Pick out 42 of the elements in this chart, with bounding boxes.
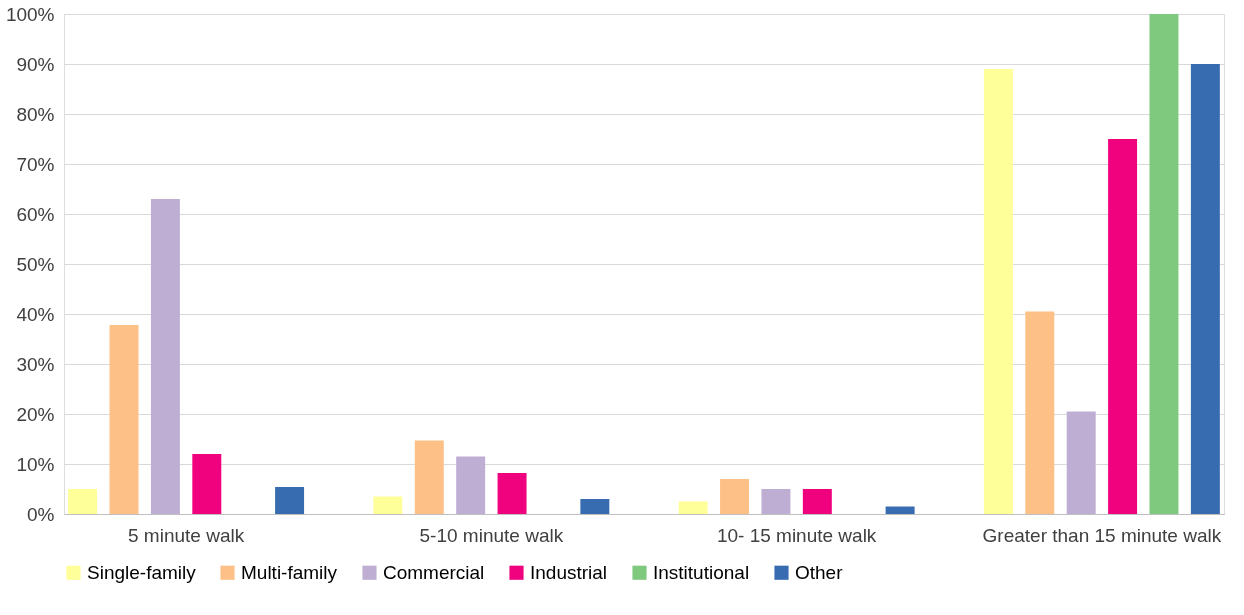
bar (150, 199, 180, 514)
legend-label: Institutional (653, 561, 750, 583)
legend-label: Other (795, 561, 844, 583)
legend-label: Industrial (530, 561, 608, 583)
y-tick-label: 100% (5, 3, 55, 25)
bar (109, 325, 139, 514)
bar (678, 501, 708, 514)
y-tick-label: 10% (16, 453, 55, 475)
bar (192, 454, 222, 514)
bar (580, 499, 610, 514)
bar (456, 456, 486, 514)
bar (68, 489, 98, 514)
y-tick-label: 70% (16, 153, 55, 175)
bar (373, 496, 403, 514)
bar (1149, 14, 1179, 514)
bar (1066, 411, 1096, 514)
x-tick-label: 10- 15 minute walk (716, 524, 877, 546)
bar (720, 479, 750, 514)
legend-label: Commercial (383, 561, 485, 583)
y-tick-label: 80% (16, 103, 55, 125)
bar (761, 489, 791, 514)
bar (275, 487, 305, 514)
y-tick-label: 20% (16, 403, 55, 425)
legend-label: Single-family (87, 561, 197, 583)
x-tick-label: 5-10 minute walk (419, 524, 564, 546)
y-tick-label: 60% (16, 203, 55, 225)
legend-label: Multi-family (241, 561, 338, 583)
bar (983, 69, 1013, 514)
y-tick-label: 30% (16, 353, 55, 375)
bar (1025, 311, 1055, 514)
x-tick-label: Greater than 15 minute walk (982, 524, 1222, 546)
bar (885, 506, 915, 514)
y-tick-label: 50% (16, 253, 55, 275)
x-tick-label: 5 minute walk (128, 524, 245, 546)
y-tick-label: 0% (27, 503, 55, 525)
y-tick-label: 90% (16, 53, 55, 75)
bar (1108, 139, 1138, 514)
bar (414, 440, 444, 514)
bar (497, 473, 527, 514)
y-tick-label: 40% (16, 303, 55, 325)
bar (1190, 64, 1220, 514)
bar (802, 489, 832, 514)
